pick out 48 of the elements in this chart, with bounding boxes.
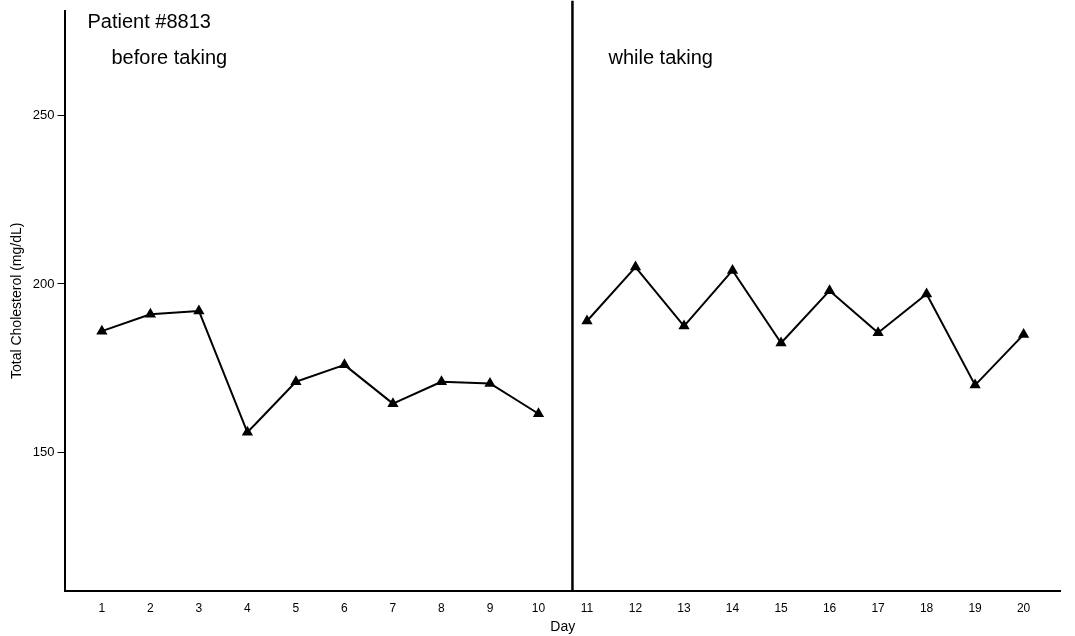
point: [970, 379, 980, 389]
x-tick-label: 20: [1016, 601, 1031, 616]
x-tick-label: 15: [774, 601, 789, 616]
point: [388, 398, 398, 407]
x-tick-label: 14: [725, 601, 740, 616]
point: [679, 320, 689, 330]
annotation: before taking: [111, 46, 228, 69]
x-tick-label: 16: [822, 601, 837, 616]
point: [436, 376, 447, 385]
point: [630, 261, 641, 271]
x-tick-label: 5: [292, 601, 300, 616]
point: [339, 359, 350, 369]
point: [582, 315, 592, 325]
x-tick-label: 18: [919, 601, 934, 616]
point: [776, 337, 786, 347]
x-tick-label: 17: [871, 601, 886, 616]
x-tick-label: 13: [677, 601, 692, 616]
point: [824, 285, 835, 294]
point: [291, 376, 301, 385]
x-tick-label: 4: [244, 601, 252, 616]
point: [194, 305, 204, 315]
x-tick-label: 7: [389, 601, 397, 616]
x-tick-label: 11: [580, 601, 594, 616]
point: [485, 377, 495, 387]
point: [727, 264, 738, 274]
y-axis-title: Total Cholesterol (mg/dL): [8, 222, 25, 379]
x-tick-label: 12: [628, 601, 643, 616]
y-tick-label: 200: [32, 275, 55, 291]
x-tick-label: 19: [968, 601, 983, 616]
point: [533, 408, 544, 418]
y-tick-label: 250: [32, 106, 55, 122]
point: [1018, 329, 1029, 338]
x-axis-title: Day: [550, 618, 576, 635]
point: [242, 426, 253, 436]
y-tick-label: 150: [32, 444, 55, 460]
point: [873, 327, 883, 337]
x-tick-label: 9: [486, 601, 494, 616]
annotation: Patient #8813: [87, 10, 211, 33]
x-tick-label: 6: [341, 601, 349, 616]
annotation: while taking: [607, 46, 714, 69]
x-tick-label: 3: [195, 601, 203, 616]
x-tick-label: 2: [147, 601, 155, 616]
point: [145, 308, 156, 318]
point: [921, 288, 932, 298]
x-tick-label: 1: [98, 601, 106, 616]
x-tick-label: 8: [438, 601, 446, 616]
point: [96, 325, 107, 335]
x-tick-label: 10: [531, 601, 546, 616]
